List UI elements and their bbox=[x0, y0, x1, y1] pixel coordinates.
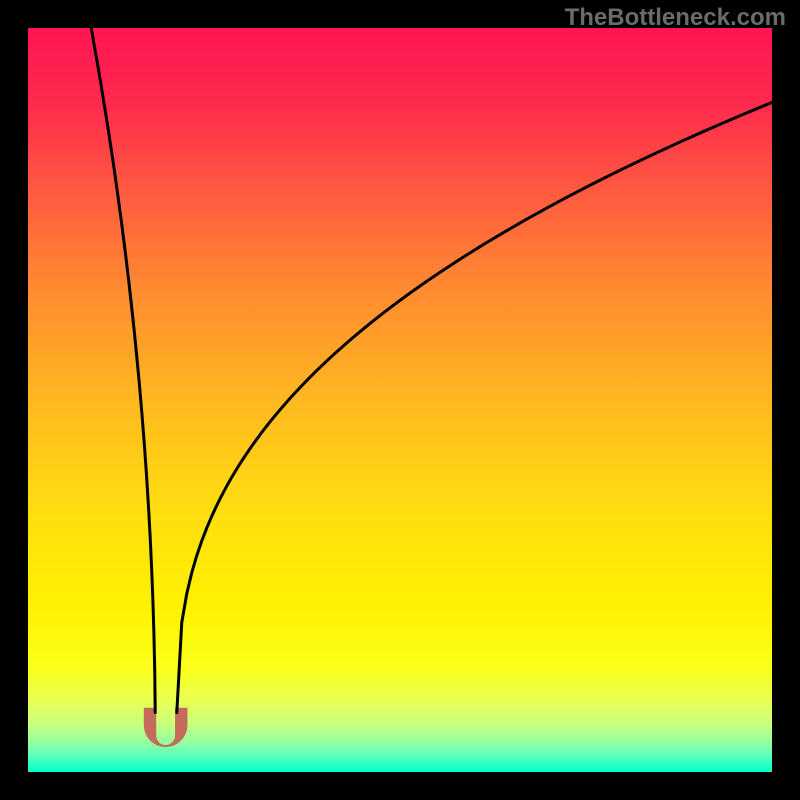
watermark-text: TheBottleneck.com bbox=[565, 4, 786, 32]
plot-curves-svg bbox=[28, 28, 772, 772]
curve-right-branch bbox=[177, 102, 772, 712]
plot-area bbox=[28, 28, 772, 772]
dip-u-marker bbox=[145, 709, 187, 746]
curve-left-branch bbox=[91, 28, 155, 712]
